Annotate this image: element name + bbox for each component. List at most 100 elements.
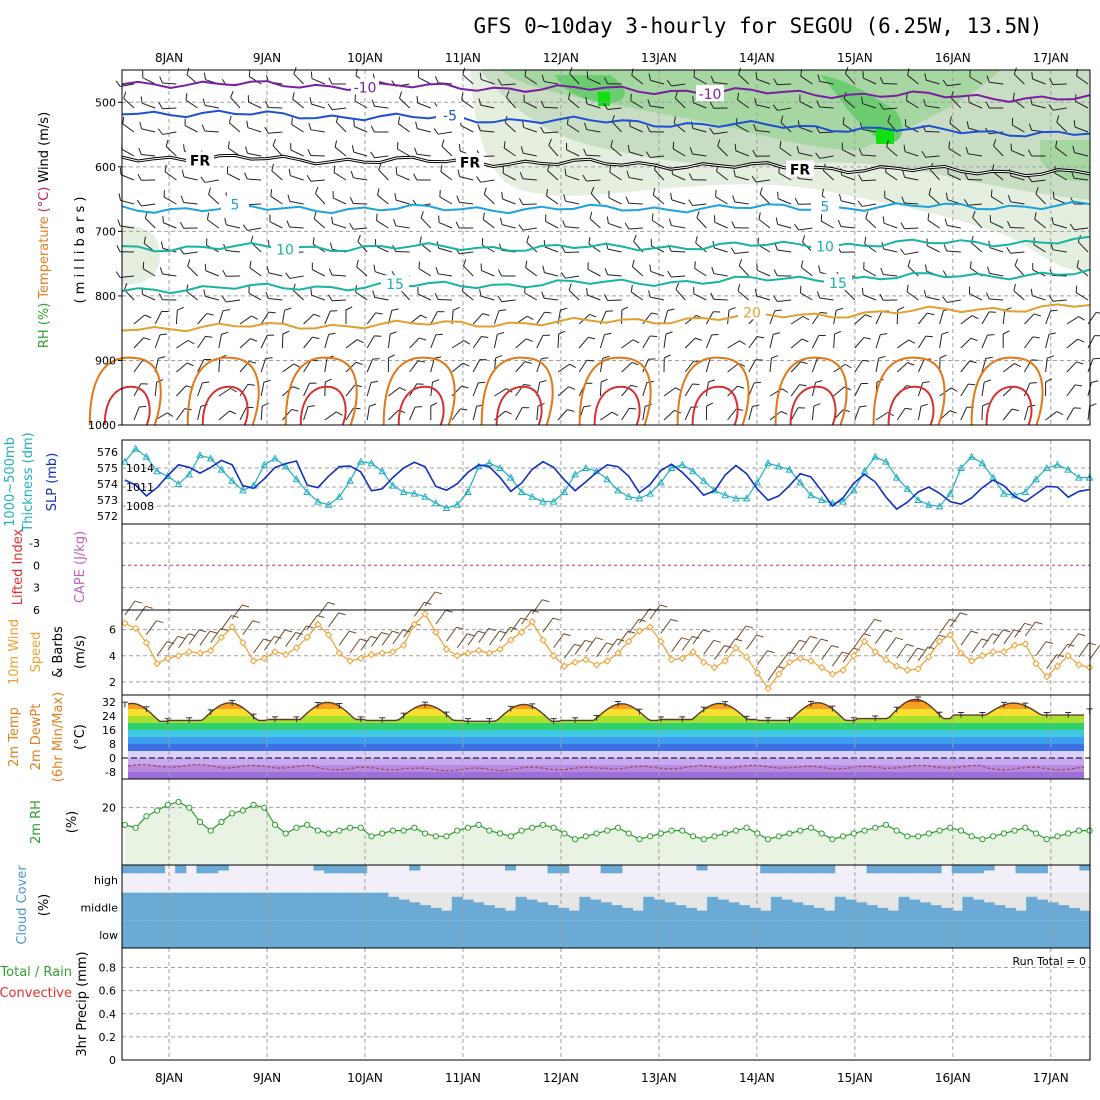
thickness-point — [228, 476, 236, 484]
wind-barb — [748, 359, 757, 373]
wind10m-speed-point — [1032, 659, 1040, 668]
wind-barb-feather — [941, 331, 949, 335]
wind-barb-feather — [561, 246, 566, 253]
wind10m-barb — [917, 646, 929, 662]
contour-label: 15 — [386, 277, 404, 293]
temperature-band — [128, 744, 1084, 751]
wind-barb-feather — [526, 235, 530, 243]
wind10m-speed-point — [410, 620, 419, 629]
rh-point — [529, 824, 536, 831]
wind-barb-feather — [458, 143, 461, 152]
wind-barb — [821, 220, 834, 229]
wind10m-barb — [510, 617, 522, 633]
wind10m-tick-label: 4 — [109, 650, 116, 663]
wind-barb-feather — [568, 283, 572, 291]
wind10m-barb-feather — [1045, 641, 1054, 645]
precip-tick-label: 0.8 — [99, 962, 117, 975]
rh-area-low — [122, 225, 160, 285]
wind10m-barb-feather — [1024, 622, 1032, 626]
wind-barb — [991, 196, 1004, 205]
cloud-high-bar — [558, 865, 570, 874]
wind-barb-feather — [122, 116, 125, 124]
wind10m-barb-feather — [349, 630, 357, 634]
wind-barb — [777, 249, 792, 253]
wind-barb-feather — [159, 76, 163, 84]
wind10m-barb-feather — [767, 650, 775, 654]
wind-barb-feather — [609, 165, 612, 173]
wind-barb-feather — [688, 173, 693, 180]
ylabel-part: 1000~500mb — [3, 437, 18, 527]
ylabel-part: 2m RH — [29, 800, 44, 844]
wind10m-speed-point — [153, 659, 161, 668]
wind-barb — [176, 339, 189, 349]
cloud-high-bar — [866, 865, 878, 874]
cloud-middle-bar — [398, 899, 410, 921]
thickness-point — [528, 492, 537, 500]
wind-barb-feather — [498, 309, 506, 312]
wind-barb — [790, 384, 800, 397]
wind-barb — [736, 124, 750, 133]
wind-barb — [375, 245, 389, 253]
wind-barb-feather — [334, 140, 338, 148]
wind-barb-feather — [201, 124, 206, 132]
wind-barb — [926, 245, 940, 253]
wind10m-barb-feather — [445, 609, 453, 613]
wind-barb-feather — [586, 359, 594, 362]
wind-barb-feather — [286, 220, 291, 228]
thickness-point — [431, 499, 440, 507]
wind-barb-feather — [1069, 223, 1075, 230]
wind10m-barb-feather — [724, 645, 732, 649]
wind-barb-feather — [1002, 330, 1010, 335]
wind10m-barb-feather — [970, 630, 979, 634]
cloud-high-bar — [409, 865, 421, 871]
thickness-point — [324, 500, 333, 508]
wind10m-barb-feather — [810, 635, 818, 639]
wind10m-barb — [606, 638, 618, 654]
wind10m-barb — [1078, 642, 1090, 658]
wind-barb-feather — [372, 290, 376, 298]
wind-barb-feather — [625, 196, 630, 204]
wind-barb — [162, 131, 177, 135]
cloud-middle-bar — [653, 899, 666, 921]
wind10m-barb — [746, 634, 758, 650]
wind-barb-feather — [774, 243, 778, 251]
wind10m-speed-point — [989, 648, 997, 656]
precip-tick-label: 0.2 — [99, 1031, 117, 1044]
wind-barb-feather — [1035, 187, 1039, 195]
rh-point — [336, 827, 343, 834]
wind10m-barb — [831, 651, 843, 667]
precip-tick-label: 0.4 — [99, 1008, 117, 1021]
warm-contour — [578, 356, 652, 426]
wind-barb — [354, 126, 368, 133]
wind-barb-feather — [356, 339, 364, 344]
wind-barb-feather — [950, 387, 958, 392]
wind-barb-feather — [158, 293, 163, 300]
wind-barb — [1010, 201, 1025, 205]
wind-barb — [374, 296, 389, 301]
thickness-point — [281, 462, 290, 470]
wind-barb-feather — [813, 403, 821, 407]
rh-point — [614, 824, 622, 831]
wind-barb — [356, 266, 368, 277]
cloud-middle-bar — [707, 896, 719, 921]
wind-barb — [163, 222, 177, 229]
cloud-high-bar — [153, 865, 166, 874]
wind-barb-feather — [307, 148, 312, 156]
rh-peak — [876, 128, 894, 144]
wind10m-speed-point — [121, 619, 129, 627]
wind-barb — [1075, 292, 1089, 301]
wind-barb — [896, 408, 906, 421]
li-label: Lifted Index — [11, 528, 26, 605]
wind-barb-feather — [526, 315, 534, 321]
wind-barb-feather — [1051, 217, 1054, 225]
wind-barb-feather — [418, 261, 421, 269]
wind-barb — [578, 336, 589, 349]
wind-barb-feather — [1030, 288, 1033, 296]
cloud-middle-bar — [600, 902, 612, 921]
wind-barb — [366, 406, 370, 421]
wind-barb — [675, 289, 686, 301]
wind-barb — [282, 363, 295, 373]
wind10m-barb — [671, 637, 682, 652]
wind10m-barb — [585, 637, 597, 652]
wind-barb-feather — [420, 314, 428, 319]
